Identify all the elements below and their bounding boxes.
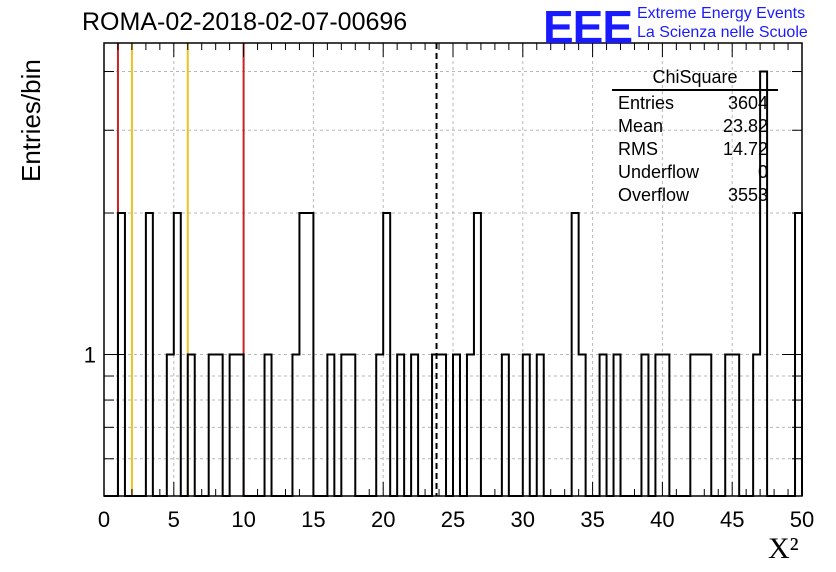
axis-ticks — [103, 43, 803, 496]
x-axis-label: X² — [768, 532, 799, 566]
eee-logo: EEE — [543, 1, 633, 53]
x-tick-label: 35 — [580, 507, 604, 532]
stats-row-underflow: Underflow 0 — [612, 162, 778, 185]
stats-label: Mean — [618, 116, 664, 136]
stats-value: 3553 — [727, 185, 768, 205]
brand-line-2: La Scienza nelle Scuole — [637, 24, 808, 41]
stats-row-rms: RMS 14.72 — [612, 139, 778, 162]
brand-text: Extreme Energy Events La Scienza nelle S… — [637, 4, 808, 42]
x-tick-label: 10 — [231, 507, 255, 532]
x-tick-label: 50 — [790, 507, 814, 532]
x-tick-label: 40 — [650, 507, 674, 532]
stats-row-mean: Mean 23.82 — [612, 116, 778, 139]
y-axis-label: Entries/bin — [16, 59, 46, 182]
x-tick-label: 5 — [168, 507, 180, 532]
chart-title: ROMA-02-2018-02-07-00696 — [82, 8, 408, 36]
stats-title: ChiSquare — [612, 67, 778, 91]
stats-label: Overflow — [618, 185, 690, 205]
stats-row-entries: Entries 3604 — [612, 93, 778, 116]
stats-value: 23.82 — [722, 116, 768, 136]
stats-value: 3604 — [727, 93, 768, 113]
stats-value: 0 — [757, 162, 768, 182]
brand-line-1: Extreme Energy Events — [637, 5, 806, 22]
stats-box: ChiSquare Entries 3604 Mean 23.82 RMS 14… — [612, 67, 778, 208]
stats-label: Underflow — [618, 162, 700, 182]
stats-value: 14.72 — [722, 139, 768, 159]
x-tick-label: 30 — [511, 507, 535, 532]
stats-label: RMS — [618, 139, 658, 159]
tick-labels: 0 5 10 15 20 25 30 35 40 45 50 1 — [84, 343, 814, 532]
x-tick-label: 15 — [301, 507, 325, 532]
x-tick-label: 25 — [441, 507, 465, 532]
reference-lines — [116, 43, 438, 496]
x-axis-label-text: X² — [768, 532, 799, 565]
x-tick-label: 45 — [720, 507, 744, 532]
stats-row-overflow: Overflow 3553 — [612, 185, 778, 208]
x-tick-label: 20 — [371, 507, 395, 532]
x-tick-label: 0 — [98, 507, 110, 532]
stats-label: Entries — [618, 93, 675, 113]
y-tick-label: 1 — [84, 343, 96, 368]
